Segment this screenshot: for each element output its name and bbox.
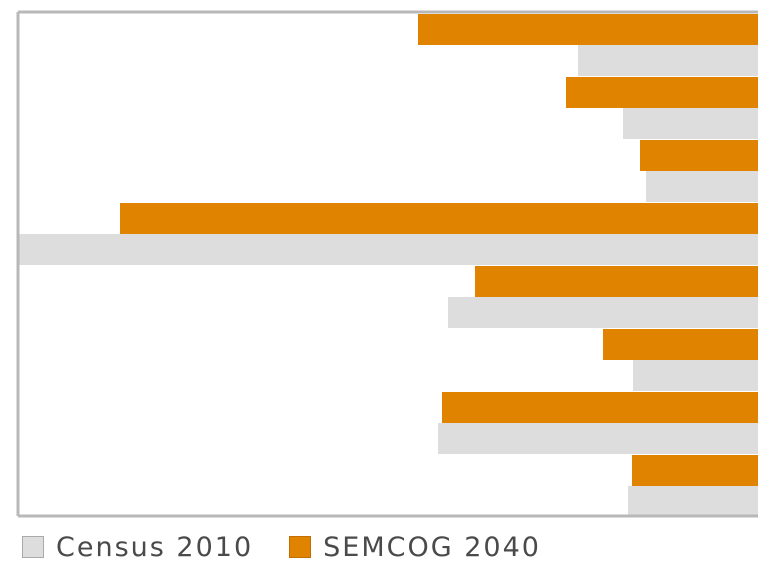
bar-census-2010-7 — [438, 423, 758, 454]
bar-census-2010-1 — [578, 45, 758, 76]
legend: Census 2010 SEMCOG 2040 — [22, 532, 577, 563]
bar-census-2010-5 — [448, 297, 758, 328]
bar-semcog-2040-3 — [640, 140, 758, 171]
bar-semcog-2040-8 — [632, 455, 758, 486]
bar-semcog-2040-4 — [120, 203, 758, 234]
bar-semcog-2040-7 — [442, 392, 758, 423]
bar-census-2010-3 — [646, 171, 758, 202]
bar-semcog-2040-6 — [603, 329, 758, 360]
legend-swatch-semcog-2040 — [289, 536, 312, 558]
bar-census-2010-4 — [18, 234, 758, 265]
bar-census-2010-6 — [633, 360, 758, 391]
bar-semcog-2040-2 — [566, 77, 758, 108]
bar-census-2010-8 — [628, 486, 758, 517]
bar-semcog-2040-5 — [475, 266, 758, 297]
bar-chart — [16, 10, 758, 518]
chart-area — [16, 10, 758, 518]
legend-label-census-2010: Census 2010 — [56, 531, 254, 563]
bar-semcog-2040-1 — [418, 14, 758, 45]
legend-swatch-census-2010 — [22, 536, 44, 558]
bar-census-2010-2 — [623, 108, 758, 139]
legend-item-census-2010: Census 2010 — [22, 532, 253, 563]
plot-frame — [16, 10, 758, 518]
bars-layer — [18, 14, 758, 517]
legend-item-semcog-2040: SEMCOG 2040 — [289, 532, 541, 563]
legend-label-semcog-2040: SEMCOG 2040 — [323, 531, 541, 563]
